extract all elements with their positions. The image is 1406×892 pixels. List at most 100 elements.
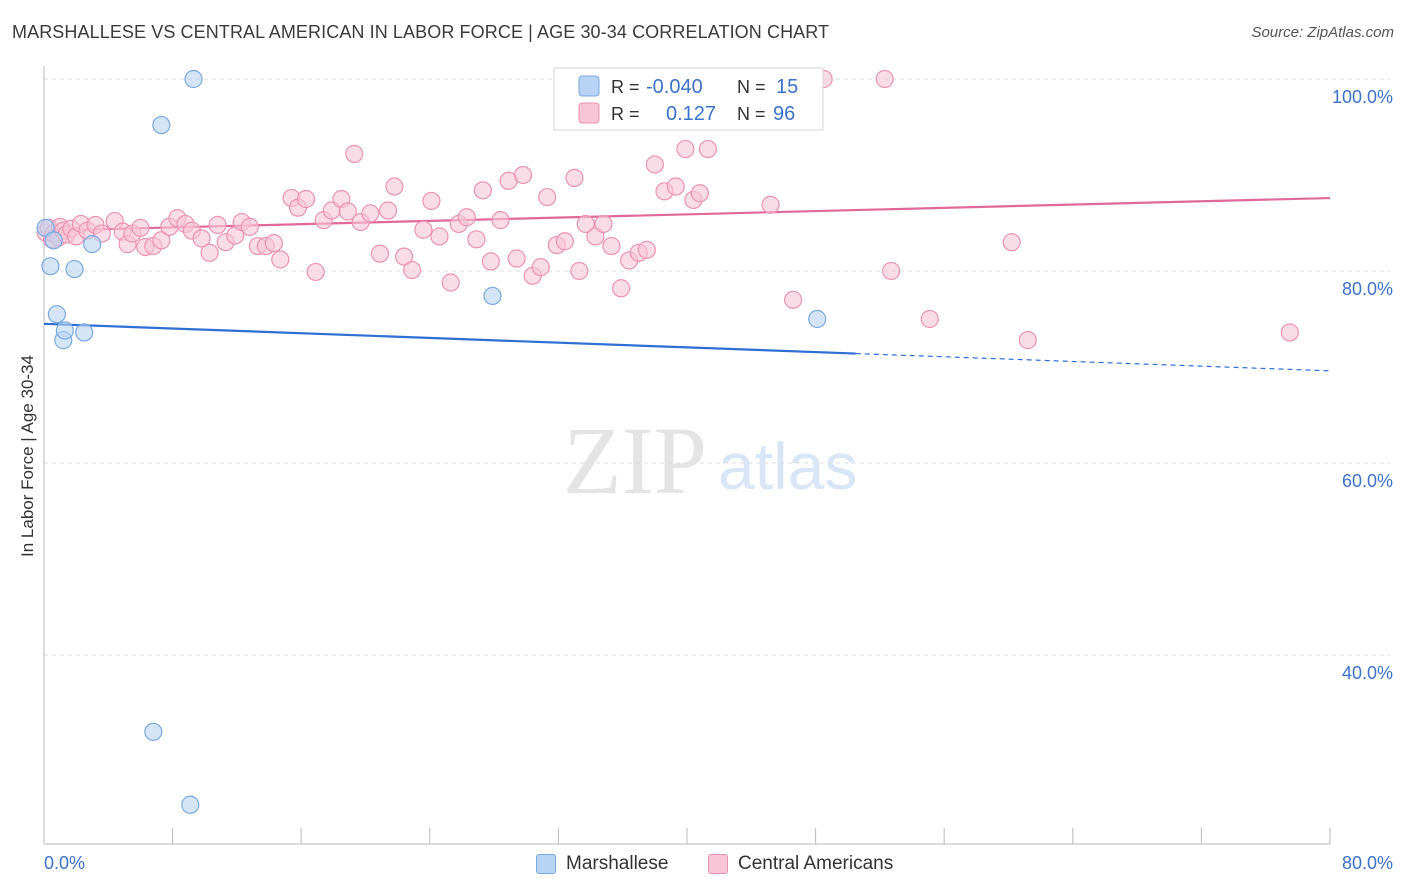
central-americans-point xyxy=(555,232,574,251)
central-americans-point xyxy=(473,181,492,200)
legend-n-value: 15 xyxy=(776,76,798,98)
marshallese-point xyxy=(184,69,203,89)
chart-title: MARSHALLESE VS CENTRAL AMERICAN IN LABOR… xyxy=(12,22,830,42)
legend-item-central-americans: Central Americans xyxy=(708,853,893,875)
watermark: ZIP atlas xyxy=(563,407,857,514)
y-tick-label: 80.0% xyxy=(1342,279,1393,299)
watermark-zip: ZIP xyxy=(563,407,707,514)
gridlines xyxy=(44,78,1390,656)
central-americans-point xyxy=(264,234,283,253)
central-americans-point xyxy=(637,240,656,259)
central-americans-point xyxy=(394,247,414,266)
legend-n-label: N = xyxy=(737,104,766,124)
central-americans-point xyxy=(645,155,664,174)
central-americans-point xyxy=(481,252,500,271)
legend-r-value: -0.040 xyxy=(646,76,703,98)
central-americans-point xyxy=(698,139,717,159)
marshallese-point xyxy=(41,257,60,276)
central-americans-point xyxy=(538,187,557,207)
legend-box: R = -0.040 N = 15 R = 0.127 N = 96 xyxy=(553,67,824,131)
legend-item-marshallese: Marshallese xyxy=(536,853,668,875)
central-americans-point xyxy=(676,139,695,159)
central-americans-point xyxy=(491,211,510,230)
marshallese-point xyxy=(181,795,200,814)
central-americans-point xyxy=(441,273,460,292)
legend-swatch-central xyxy=(578,102,600,124)
central-americans-point xyxy=(378,201,398,220)
x-tick-label: 0.0% xyxy=(44,853,85,873)
marshallese-point xyxy=(483,286,502,306)
central-americans-point xyxy=(152,231,171,250)
central-americans-point xyxy=(783,290,803,309)
central-americans-point xyxy=(192,229,211,248)
y-tick-label: 60.0% xyxy=(1342,471,1393,491)
central-americans-point xyxy=(338,202,357,221)
legend-label-marshallese: Marshallese xyxy=(566,853,669,874)
central-americans-point xyxy=(882,261,901,281)
marshallese-point xyxy=(65,259,84,279)
central-americans-point xyxy=(513,165,533,185)
central-americans-point xyxy=(602,236,621,256)
central-americans-point xyxy=(467,230,486,249)
tick-labels: 100.0% 80.0% 60.0% 40.0% 0.0% 80.0% xyxy=(44,87,1393,873)
x-tick-label: 80.0% xyxy=(1342,853,1393,873)
bottom-legend: Marshallese Central Americans xyxy=(0,850,1406,880)
central-americans-point xyxy=(1018,331,1037,350)
trendline-marshallese xyxy=(43,322,856,355)
central-americans-point xyxy=(761,195,780,214)
legend-swatch-central-americans xyxy=(708,854,728,874)
marshallese-point xyxy=(44,231,63,250)
central-americans-point xyxy=(271,250,290,269)
y-tick-label: 40.0% xyxy=(1342,663,1393,683)
central-americans-point xyxy=(920,309,939,329)
marshallese-point xyxy=(47,305,66,324)
watermark-atlas: atlas xyxy=(718,429,857,503)
legend-r-value: 0.127 xyxy=(666,103,716,125)
y-axis-label: In Labor Force | Age 30-34 xyxy=(18,355,37,557)
central-americans-point xyxy=(1002,233,1021,252)
central-americans-point xyxy=(430,227,449,246)
marshallese-point xyxy=(75,323,94,342)
axes xyxy=(43,66,1331,845)
central-americans-point xyxy=(422,191,441,211)
legend-r-label: R = xyxy=(611,104,640,124)
marshallese-point xyxy=(55,321,74,340)
central-americans-point xyxy=(594,214,613,234)
central-americans-point xyxy=(576,214,595,234)
central-americans-point xyxy=(345,144,364,163)
legend-n-value: 96 xyxy=(773,103,795,125)
legend-swatch-marshallese xyxy=(578,75,600,97)
marshallese-point xyxy=(152,115,171,135)
central-americans-point xyxy=(296,189,316,209)
central-americans-point xyxy=(875,69,894,89)
legend-label-central-americans: Central Americans xyxy=(738,853,894,874)
source-label: Source: ZipAtlas.com xyxy=(1251,24,1394,41)
central-americans-point xyxy=(131,218,150,237)
central-americans-point xyxy=(531,258,550,277)
legend-r-label: R = xyxy=(611,77,640,97)
trendline-extension-marshallese xyxy=(855,352,1331,372)
central-americans-point xyxy=(570,261,589,281)
central-americans-point xyxy=(507,249,526,268)
central-americans-point xyxy=(240,217,259,236)
marshallese-points xyxy=(36,69,827,814)
central-americans-point xyxy=(361,204,380,223)
y-tick-label: 100.0% xyxy=(1332,87,1393,107)
central-americans-point xyxy=(611,279,631,298)
central-americans-point xyxy=(457,208,476,227)
central-americans-point xyxy=(414,220,433,239)
central-americans-point xyxy=(1280,323,1299,342)
central-americans-point xyxy=(403,260,422,280)
central-americans-point xyxy=(666,177,685,196)
legend-swatch-marshallese xyxy=(536,854,556,874)
marshallese-point xyxy=(808,309,827,329)
marshallese-point xyxy=(83,235,102,254)
central-americans-point xyxy=(306,262,325,282)
central-americans-point xyxy=(565,168,584,187)
legend-n-label: N = xyxy=(737,77,766,97)
marshallese-point xyxy=(144,722,163,741)
central-americans-point xyxy=(690,184,709,203)
central-americans-point xyxy=(200,243,219,262)
central-americans-point xyxy=(370,244,390,263)
